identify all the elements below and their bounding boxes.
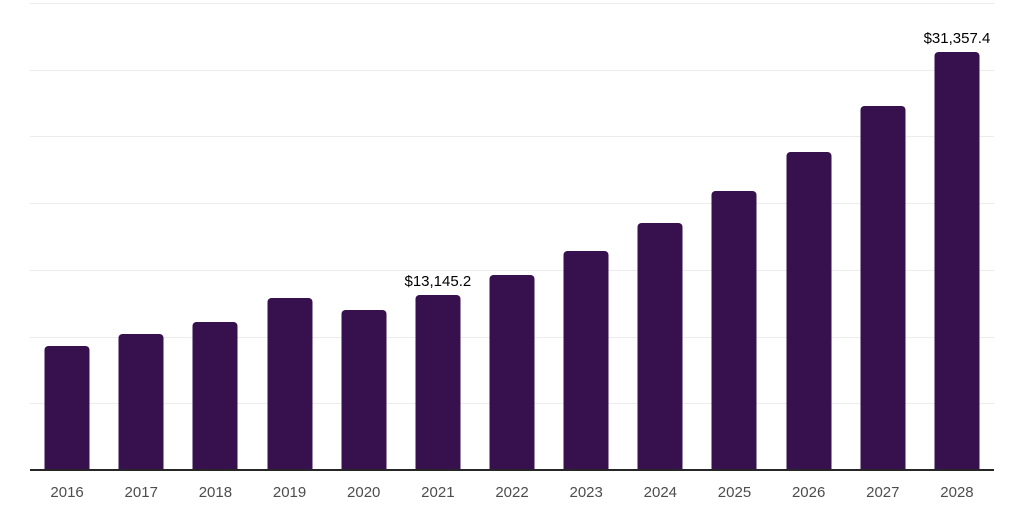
- category-column-2025: [697, 3, 771, 470]
- gridline-25000: [30, 136, 994, 138]
- bar-2021[interactable]: [415, 294, 461, 470]
- x-tick-2019: 2019: [272, 484, 307, 501]
- bar-2027[interactable]: [860, 106, 906, 470]
- category-column-2023: [549, 3, 623, 470]
- category-column-2020: [327, 3, 401, 470]
- x-tick-2024: 2024: [643, 484, 678, 501]
- bar-2025[interactable]: [711, 191, 757, 470]
- value-label-2021: $13,145.2: [404, 272, 472, 290]
- bar-2019[interactable]: [267, 297, 313, 470]
- category-column-2024: [623, 3, 697, 470]
- bar-2023[interactable]: [563, 251, 609, 470]
- x-tick-2027: 2027: [866, 484, 900, 501]
- bar-2028[interactable]: [934, 51, 980, 470]
- bar-2016[interactable]: [44, 346, 90, 470]
- x-tick-2020: 2020: [347, 484, 381, 501]
- category-column-2019: [252, 3, 326, 470]
- category-column-2027: [846, 3, 920, 470]
- x-axis-tick-labels: 2016 2017 2018 2019 2020 2021 2022 2023 2024 2025…: [30, 483, 994, 502]
- x-tick-2022: 2022: [495, 484, 529, 501]
- gridline-15000: [30, 269, 994, 271]
- value-label-2028: $31,357.4: [923, 29, 991, 47]
- bar-2024[interactable]: [637, 223, 683, 470]
- bar-2017[interactable]: [118, 334, 164, 470]
- x-tick-2017: 2017: [124, 484, 158, 501]
- gridline-20000: [30, 203, 994, 205]
- category-column-2021: $13,145.2: [401, 3, 475, 470]
- bar-2020[interactable]: [341, 309, 387, 470]
- plot-area: $13,145.2 $31,357.4: [30, 3, 994, 470]
- x-tick-2026: 2026: [791, 484, 826, 501]
- bar-2018[interactable]: [192, 321, 238, 470]
- gridline-30000: [30, 69, 994, 71]
- category-column-2016: [30, 3, 104, 470]
- gridline-35000: [30, 3, 994, 4]
- x-tick-2023: 2023: [569, 484, 603, 501]
- x-tick-2025: 2025: [717, 484, 752, 501]
- x-tick-2028: 2028: [940, 484, 974, 501]
- category-column-2026: [772, 3, 846, 470]
- category-column-2028: $31,357.4: [920, 3, 994, 470]
- x-tick-2021: 2021: [421, 484, 455, 501]
- category-column-2018: [178, 3, 252, 470]
- bar-2022[interactable]: [489, 274, 535, 470]
- x-tick-2018: 2018: [198, 484, 233, 501]
- category-column-2022: [475, 3, 549, 470]
- category-column-2017: [104, 3, 178, 470]
- bar-series: $13,145.2 $31,357.4: [30, 3, 994, 470]
- x-axis-line: [30, 469, 994, 471]
- bar-2026[interactable]: [786, 151, 832, 470]
- x-tick-2016: 2016: [50, 484, 84, 501]
